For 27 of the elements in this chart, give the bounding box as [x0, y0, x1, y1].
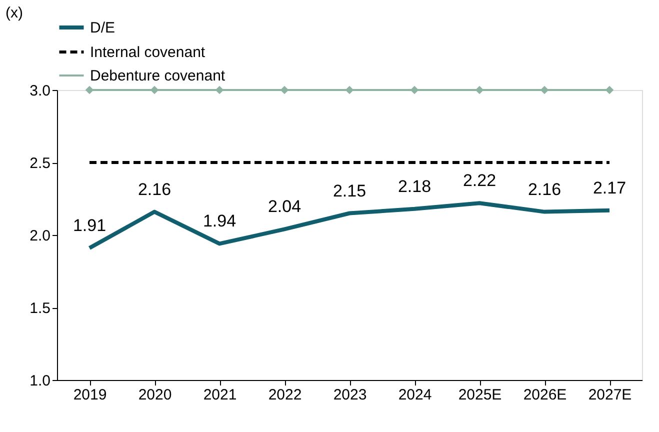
data-label: 2.17 — [592, 178, 626, 198]
x-tick-label: 2027E — [588, 386, 632, 404]
x-tick-label: 2020 — [138, 386, 172, 404]
y-tick-label: 1.5 — [30, 300, 50, 317]
data-label: 2.16 — [138, 180, 172, 199]
x-tick-label: 2023 — [333, 386, 367, 404]
data-label: 2.15 — [332, 181, 366, 200]
y-tick-label: 3.0 — [30, 82, 50, 100]
data-label: 2.04 — [268, 197, 302, 216]
x-tick-label: 2019 — [73, 386, 107, 404]
legend-label: D/E — [90, 20, 116, 36]
y-tick-label: 2.5 — [30, 155, 50, 172]
x-tick-label: 2026E — [523, 386, 567, 404]
data-label: 1.94 — [202, 212, 236, 231]
legend-label: Internal covenant — [90, 44, 206, 61]
y-tick-label: 2.0 — [30, 228, 50, 244]
data-label: 1.91 — [72, 216, 106, 236]
x-tick-label: 2022 — [268, 386, 302, 404]
x-tick-label: 2021 — [203, 386, 237, 404]
data-label: 2.16 — [528, 180, 562, 199]
legend-label: Debenture covenant — [90, 68, 226, 84]
x-tick-label: 2025E — [458, 386, 502, 404]
y-axis-title: (x) — [6, 4, 23, 22]
data-label: 2.22 — [462, 171, 496, 190]
x-tick-label: 2024 — [398, 386, 432, 404]
data-label: 2.18 — [398, 176, 432, 196]
y-tick-label: 1.0 — [30, 372, 50, 390]
